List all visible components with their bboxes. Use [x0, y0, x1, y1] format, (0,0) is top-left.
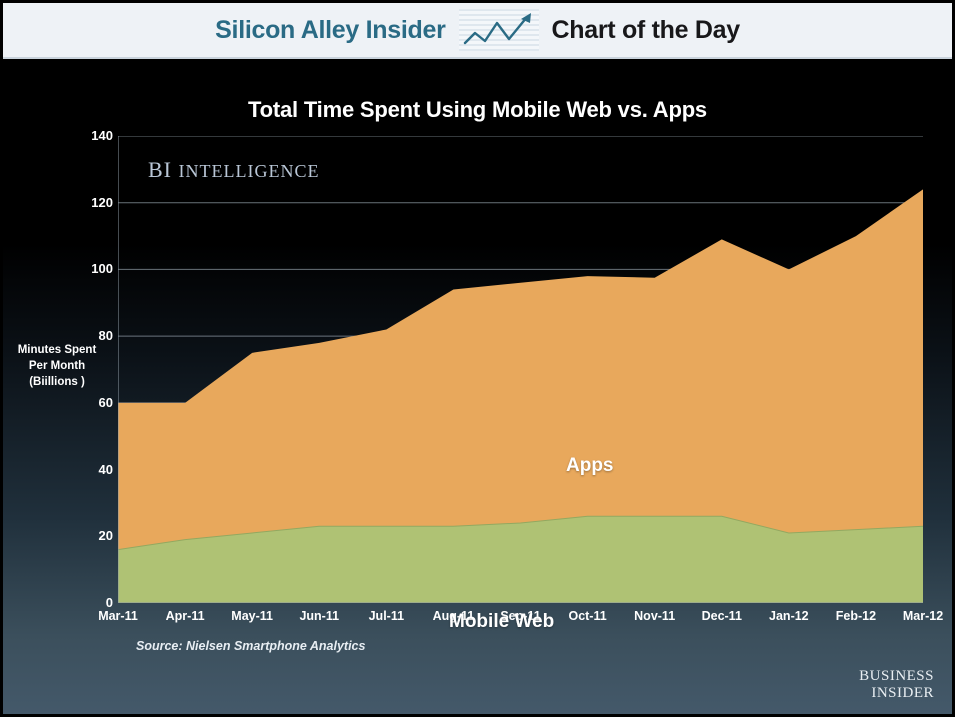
y-axis-ticks: 0 20 40 60 80 100 120 140: [63, 128, 113, 610]
y-tick-label: 100: [91, 261, 113, 277]
y-axis-title-line-1: Minutes Spent: [17, 344, 97, 356]
y-axis-title-line-2: Per Month: [28, 360, 86, 372]
x-tick-label: Feb-12: [835, 609, 877, 623]
x-tick-label: Aug-11: [432, 609, 475, 623]
series-label-mobile-web: Mobile Web: [449, 611, 555, 632]
area-chart-svg: [118, 136, 923, 603]
x-tick-label: Jan-12: [769, 609, 809, 623]
x-tick-label: Apr-11: [165, 609, 205, 623]
chart-title: Total Time Spent Using Mobile Web vs. Ap…: [248, 97, 707, 122]
area-mobile-web: [118, 516, 923, 603]
y-tick-label: 0: [105, 595, 113, 610]
watermark-prefix: BI: [148, 157, 172, 182]
series-label-apps: Apps: [566, 455, 614, 476]
line-mobile-web: [118, 515, 923, 551]
publisher-line-2: INSIDER: [871, 685, 934, 701]
header-branding: Silicon Alley Insider Chart of the Day: [215, 9, 740, 51]
line-chart-icon: [458, 9, 539, 51]
watermark-name: INTELLIGENCE: [178, 161, 320, 181]
chart-stage: Total Time Spent Using Mobile Web vs. Ap…: [3, 61, 952, 714]
y-tick-label: 60: [98, 394, 113, 410]
x-tick-label: Jul-11: [368, 609, 405, 623]
x-tick-label: Jun-11: [299, 609, 340, 623]
y-tick-label: 20: [98, 528, 113, 544]
x-tick-label: Nov-11: [634, 609, 676, 623]
site-header: Silicon Alley Insider Chart of the Day: [3, 3, 952, 59]
y-axis-title: Minutes Spent Per Month (Biillions ): [7, 342, 107, 390]
y-tick-label: 120: [91, 194, 113, 210]
x-axis-ticks: Mar-11 Apr-11 May-11 Jun-11 Jul-11 Aug-11 Sep-…: [98, 609, 943, 629]
business-insider-logo: BUSINESS INSIDER: [859, 668, 934, 702]
y-tick-label: 140: [91, 128, 113, 143]
feature-title: Chart of the Day: [551, 15, 741, 44]
x-tick-label: May-11: [231, 609, 274, 623]
y-tick-label: 80: [98, 328, 113, 344]
y-axis-title-line-3: (Biillions ): [29, 376, 85, 388]
x-tick-label: Mar-12: [902, 609, 944, 623]
source-note: Source: Nielsen Smartphone Analytics: [136, 639, 366, 653]
x-tick-label: Oct-11: [568, 609, 607, 623]
y-tick-label: 40: [98, 461, 113, 477]
bi-intelligence-watermark: BI INTELLIGENCE: [148, 157, 319, 183]
x-tick-label: Mar-11: [98, 609, 138, 623]
area-apps: [118, 189, 923, 603]
publisher-line-1: BUSINESS: [859, 668, 934, 684]
brand-title: Silicon Alley Insider: [215, 15, 446, 44]
plot-area: [118, 136, 923, 603]
x-tick-label: Sep-11: [500, 609, 541, 623]
x-tick-label: Dec-11: [701, 609, 742, 623]
